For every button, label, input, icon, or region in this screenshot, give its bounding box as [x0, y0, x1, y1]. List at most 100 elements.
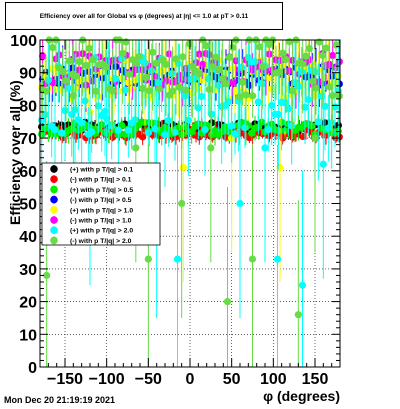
y-tick-label: 20 [19, 295, 37, 312]
data-point [229, 43, 237, 52]
data-point [199, 60, 207, 69]
data-point [302, 52, 310, 60]
x-tick-label: 150 [302, 371, 329, 388]
data-point [255, 43, 263, 51]
data-point [299, 132, 307, 141]
data-point [171, 128, 179, 136]
data-point [49, 44, 57, 52]
data-point [42, 87, 50, 95]
data-point [122, 38, 130, 46]
data-point [319, 51, 327, 60]
data-point [235, 93, 243, 101]
data-point [154, 79, 162, 87]
data-point [184, 116, 192, 124]
legend-marker [50, 216, 58, 224]
series-group [39, 36, 343, 367]
data-point [329, 51, 337, 60]
data-point [124, 78, 132, 87]
data-point [318, 92, 326, 100]
data-point [205, 85, 213, 94]
data-point [119, 49, 127, 57]
data-point [273, 255, 282, 263]
data-point [179, 53, 187, 61]
data-point [168, 70, 176, 78]
data-point [204, 75, 212, 83]
data-point [294, 82, 302, 90]
data-point [315, 38, 323, 46]
data-point [332, 41, 340, 49]
data-point [198, 92, 206, 101]
data-point [81, 97, 89, 105]
data-point [82, 61, 90, 69]
data-point [108, 122, 116, 130]
data-point [162, 60, 170, 69]
data-point [139, 133, 147, 141]
data-point [118, 55, 126, 63]
axis-layer: 0 10 20 30 40 50 60 70 80 90 100 −150 −100 −50 0 50 100 1… [10, 33, 340, 388]
data-point [208, 110, 216, 118]
data-point [58, 129, 66, 137]
data-point [161, 131, 169, 139]
data-point [329, 92, 337, 100]
data-point [125, 70, 133, 78]
data-point [101, 107, 109, 116]
data-point [75, 58, 83, 66]
data-point [248, 255, 257, 263]
data-point [173, 255, 182, 263]
data-point [245, 81, 253, 89]
data-point [145, 87, 153, 95]
data-point [279, 49, 287, 57]
data-point [205, 51, 213, 59]
data-point [212, 53, 220, 61]
legend-label: (+) with p T/|q| > 1.0 [70, 207, 133, 214]
y-tick-label: 30 [19, 262, 37, 279]
data-point [229, 78, 237, 86]
data-point [312, 84, 320, 92]
data-point [242, 91, 250, 99]
legend-label: (-) with p T/|q| > 0.1 [70, 177, 132, 184]
data-point [179, 163, 187, 172]
data-point [61, 107, 69, 115]
data-point [264, 74, 272, 82]
legend-label: (-) with p T/|q| > 1.0 [70, 218, 132, 225]
data-point [258, 79, 266, 87]
data-point [319, 160, 327, 168]
data-point [298, 281, 307, 289]
data-point [274, 110, 282, 119]
data-point [172, 55, 180, 63]
data-point [236, 199, 244, 208]
data-point [169, 87, 177, 95]
data-point [241, 124, 249, 132]
data-point [254, 98, 262, 106]
y-tick-label: 70 [19, 131, 37, 148]
y-axis-label: Efficiency over all (%) [7, 80, 23, 225]
data-point [144, 129, 152, 137]
data-point [94, 102, 102, 110]
data-point [309, 77, 317, 85]
data-point [151, 125, 159, 133]
data-point [188, 128, 196, 136]
y-tick-label: 100 [10, 33, 37, 50]
data-point [223, 298, 232, 306]
data-point [201, 126, 209, 134]
data-point [111, 75, 119, 83]
data-point [238, 63, 246, 71]
data-point [314, 118, 322, 126]
data-point [144, 255, 152, 263]
data-point [78, 119, 86, 127]
data-point [48, 65, 56, 73]
legend-marker [50, 226, 58, 234]
data-point [311, 134, 319, 142]
data-point [239, 78, 247, 86]
data-point [175, 83, 183, 91]
data-point [259, 62, 267, 71]
data-point [288, 122, 296, 130]
data-point [98, 68, 106, 76]
legend-label: (+) with p T/|q| > 2.0 [70, 228, 133, 235]
data-point [207, 144, 215, 152]
data-point [215, 65, 223, 74]
data-point [195, 69, 203, 78]
x-tick-label: 0 [186, 371, 195, 388]
chart-title-box: Efficiency over all for Global vs φ (deg… [5, 2, 283, 30]
